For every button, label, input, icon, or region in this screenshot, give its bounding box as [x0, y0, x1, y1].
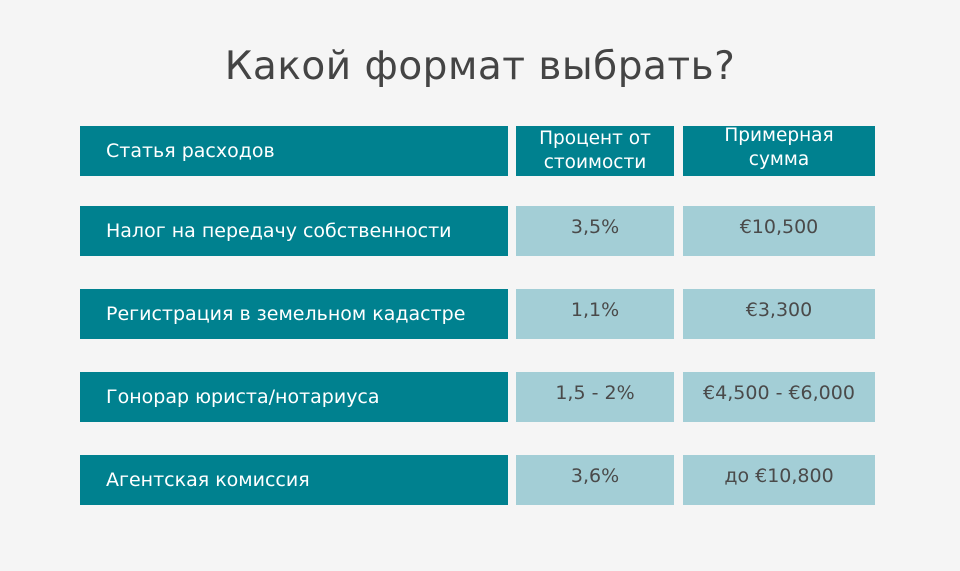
- table-row-item: Гонорар юриста/нотариуса: [80, 372, 508, 422]
- row-amount-value: до €10,800: [724, 465, 834, 487]
- table-row-amount: до €10,800: [683, 455, 875, 505]
- table-row-percent: 3,6%: [516, 455, 674, 505]
- row-item-label: Налог на передачу собственности: [106, 220, 452, 242]
- header-amount: Примерная сумма: [683, 125, 875, 176]
- row-percent-value: 1,5 - 2%: [555, 382, 635, 404]
- table-row-item: Налог на передачу собственности: [80, 206, 508, 256]
- row-percent-value: 3,5%: [570, 216, 620, 238]
- page-title: Какой формат выбрать?: [224, 44, 736, 89]
- table-row-amount: €10,500: [683, 206, 875, 256]
- table-row-amount: €4,500 - €6,000: [683, 372, 875, 422]
- header-percent-line2: стоимости: [543, 152, 647, 173]
- row-item-label: Агентская комиссия: [106, 469, 310, 491]
- table-row-item: Агентская комиссия: [80, 455, 508, 505]
- row-percent-value: 3,6%: [570, 465, 620, 487]
- row-item-label: Гонорар юриста/нотариуса: [106, 386, 380, 408]
- table-row-amount: €3,300: [683, 289, 875, 339]
- header-amount-line2: сумма: [748, 149, 810, 170]
- row-amount-value: €4,500 - €6,000: [703, 382, 855, 404]
- row-percent-value: 1,1%: [570, 299, 620, 321]
- row-amount-value: €10,500: [739, 216, 819, 238]
- header-amount-line1: Примерная: [724, 125, 834, 146]
- row-item-label: Регистрация в земельном кадастре: [106, 303, 466, 325]
- header-item: Статья расходов: [80, 126, 508, 176]
- row-amount-value: €3,300: [745, 299, 813, 321]
- table-row-percent: 3,5%: [516, 206, 674, 256]
- table-row-percent: 1,5 - 2%: [516, 372, 674, 422]
- header-percent-line1: Процент от: [539, 128, 651, 149]
- header-percent: Процент от стоимости: [516, 126, 674, 176]
- table-row-percent: 1,1%: [516, 289, 674, 339]
- header-item-label: Статья расходов: [106, 140, 275, 162]
- table-row-item: Регистрация в земельном кадастре: [80, 289, 508, 339]
